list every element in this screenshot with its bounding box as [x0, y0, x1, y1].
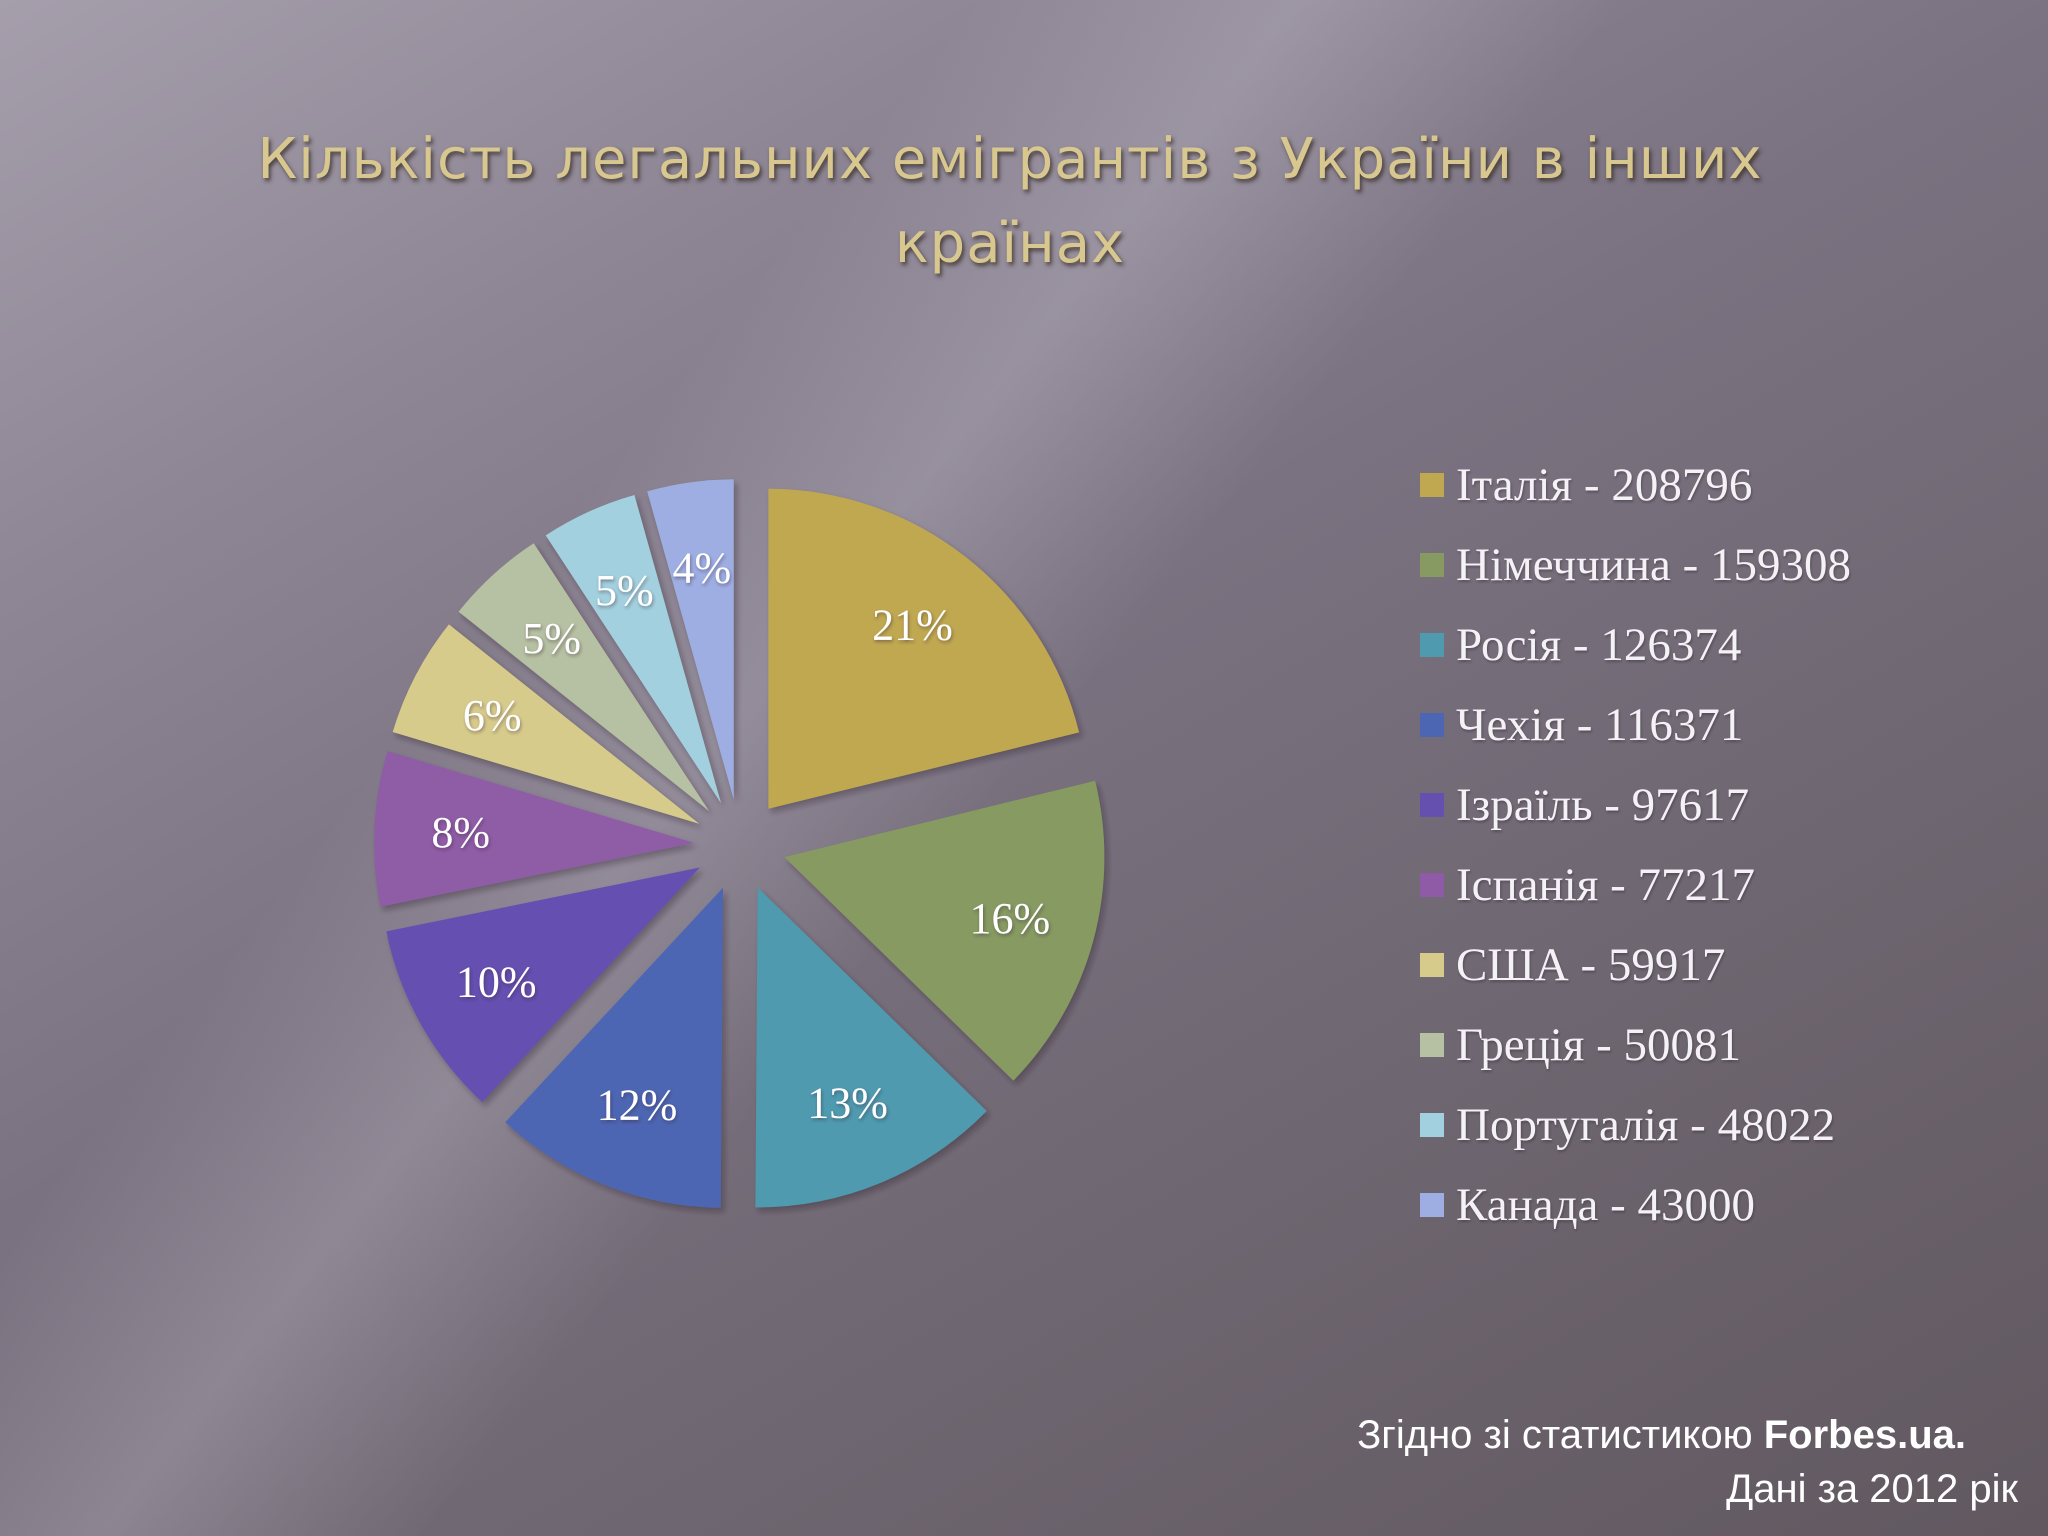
pie-slice-label: 21%: [872, 600, 953, 649]
legend-label: Італія - 208796: [1456, 459, 1753, 511]
pie-slice: [768, 488, 1080, 809]
legend-label: Чехія - 116371: [1456, 699, 1744, 751]
legend-swatch: [1420, 793, 1444, 817]
legend-swatch: [1420, 873, 1444, 897]
pie-slice: [392, 624, 700, 824]
legend-item: Росія - 126374: [1420, 605, 2020, 685]
legend-swatch: [1420, 1193, 1444, 1217]
pie-slice: [505, 887, 723, 1208]
pie-labels: 21%16%13%12%10%8%6%5%5% 4%: [431, 544, 1050, 1130]
legend-swatch: [1420, 953, 1444, 977]
pie-slice-label: 13%: [807, 1079, 888, 1128]
legend-label: Німеччина - 159308: [1456, 539, 1852, 591]
pie-slice: [545, 495, 721, 804]
legend-item: Греція - 50081: [1420, 1005, 2020, 1085]
legend-item: Іспанія - 77217: [1420, 845, 2020, 925]
footnote-source-line: Згідно зі статистикою Forbes.ua.: [1357, 1408, 1966, 1462]
legend-item: США - 59917: [1420, 925, 2020, 1005]
legend-item: Канада - 43000: [1420, 1165, 2020, 1245]
pie-slice-label: 5%: [595, 566, 654, 615]
legend-label: Росія - 126374: [1456, 619, 1742, 671]
pie-slice-label: 5%: [522, 614, 581, 663]
footnote-prefix: Згідно зі статистикою: [1357, 1413, 1764, 1457]
legend-label: Ізраїль - 97617: [1456, 779, 1750, 831]
pie-slice: [784, 780, 1105, 1081]
legend-swatch: [1420, 1113, 1444, 1137]
pie-slice: [458, 543, 709, 811]
pie-slices: [374, 479, 1105, 1208]
legend-swatch: [1420, 553, 1444, 577]
legend-item: Італія - 208796: [1420, 445, 2020, 525]
pie-slice-label: 16%: [969, 894, 1050, 943]
legend-swatch: [1420, 633, 1444, 657]
legend-label: США - 59917: [1456, 939, 1726, 991]
pie-slice-label: 6%: [463, 691, 522, 740]
legend-label: Португалія - 48022: [1456, 1099, 1836, 1151]
pie-slice: [647, 479, 734, 800]
slide-title: Кількість легальних емігрантів з України…: [257, 127, 1763, 276]
chart-legend: Італія - 208796 Німеччина - 159308 Росія -…: [1420, 445, 2020, 1245]
pie-slice-label: 12%: [597, 1080, 678, 1129]
legend-label: Іспанія - 77217: [1456, 859, 1756, 911]
pie-slice-label: 10%: [456, 957, 537, 1006]
legend-swatch: [1420, 1033, 1444, 1057]
legend-item: Португалія - 48022: [1420, 1085, 2020, 1165]
legend-item: Ізраїль - 97617: [1420, 765, 2020, 845]
legend-label: Канада - 43000: [1456, 1179, 1756, 1231]
pie-slice-label: 8%: [431, 808, 490, 857]
pie-slice: [374, 751, 694, 907]
footnote: Згідно зі статистикою Forbes.ua. Дані за…: [1357, 1408, 2018, 1516]
legend-item: Чехія - 116371: [1420, 685, 2020, 765]
legend-swatch: [1420, 473, 1444, 497]
legend-item: Німеччина - 159308: [1420, 525, 2020, 605]
pie-slice: [755, 887, 987, 1208]
legend-label: Греція - 50081: [1456, 1019, 1742, 1071]
footnote-source: Forbes.ua.: [1763, 1413, 1966, 1457]
legend-swatch: [1420, 713, 1444, 737]
pie-slice-label: 4%: [672, 544, 731, 593]
pie-slice: [386, 867, 700, 1103]
footnote-year: Дані за 2012 рік: [1726, 1467, 2018, 1511]
